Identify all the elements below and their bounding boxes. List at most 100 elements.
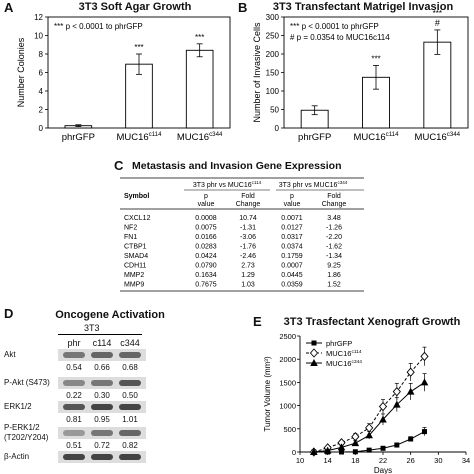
panel-b-ytick-label: 150	[266, 69, 280, 78]
densitometry-value: 0.30	[94, 391, 110, 400]
e-xtick-label: 26	[406, 456, 414, 465]
panel-a-significance-label: ***	[195, 33, 204, 42]
lane-label: phr	[67, 338, 81, 348]
table-cell: 1.29	[241, 272, 255, 279]
table-header: Fold	[241, 193, 255, 200]
panel-b-ytick-label: 0	[275, 124, 280, 133]
panel-c-letter: C	[114, 158, 124, 173]
blot-band	[63, 430, 85, 436]
table-cell: 0.0071	[281, 215, 303, 222]
e-xtick-label: 30	[434, 456, 442, 465]
table-cell-symbol: NF2	[124, 225, 137, 232]
table-header: Fold	[327, 193, 341, 200]
table-header: Change	[322, 201, 347, 208]
e-ytick-label: 500	[283, 425, 296, 434]
table-cell: 0.1759	[281, 253, 303, 260]
blot-band	[63, 454, 85, 460]
table-cell-symbol: MMP2	[124, 272, 144, 279]
panel-b-significance-note: # p = 0.0354 to MUC16c114	[290, 33, 390, 42]
table-cell: 0.0127	[281, 225, 303, 232]
blot-band	[119, 404, 141, 410]
e-data-point	[366, 447, 372, 453]
e-data-point	[380, 445, 386, 451]
blot-label: ERK1/2	[4, 402, 32, 411]
table-cell: 0.0007	[281, 263, 303, 270]
densitometry-value: 0.82	[122, 441, 138, 450]
blot-label: P-Akt (S473)	[4, 378, 50, 387]
table-cell-symbol: CTBP1	[124, 244, 147, 251]
densitometry-value: 0.22	[66, 391, 82, 400]
e-data-point	[406, 387, 415, 395]
table-cell: 2.73	[241, 263, 255, 270]
table-cell-symbol: CXCL12	[124, 215, 151, 222]
table-cell: 1.52	[327, 282, 341, 289]
e-xtick-label: 10	[296, 456, 304, 465]
table-cell: 0.7675	[195, 282, 217, 289]
table-header: p	[290, 193, 294, 200]
panel-a-ytick-label: 2	[39, 106, 44, 115]
densitometry-value: 0.51	[66, 441, 82, 450]
panel-c-title: Metastasis and Invasion Gene Expression	[132, 160, 342, 172]
table-cell: -1.31	[240, 225, 256, 232]
densitometry-value: 0.54	[66, 363, 82, 372]
table-group-header: 3T3 phr vs MUC16c344	[279, 180, 348, 189]
densitometry-value: 0.66	[94, 363, 110, 372]
panel-a-title: 3T3 Soft Agar Growth	[78, 1, 192, 13]
e-data-point	[323, 446, 332, 454]
blot-band	[91, 404, 113, 410]
panel-b-title: 3T3 Transfectant Matrigel Invasion	[272, 1, 454, 13]
table-cell: -1.76	[240, 244, 256, 251]
panel-b-ytick-label: 50	[270, 106, 279, 115]
e-data-point	[406, 367, 415, 377]
blot-band	[91, 430, 113, 436]
e-data-point	[310, 448, 318, 455]
table-cell: -2.46	[240, 253, 256, 260]
cell-line-label: 3T3	[84, 323, 100, 333]
table-cell: -3.06	[240, 234, 256, 241]
blot-band	[119, 380, 141, 386]
panel-b-significance-label: ***	[371, 54, 380, 63]
densitometry-value: 0.68	[122, 363, 138, 372]
table-cell-symbol: FN1	[124, 234, 137, 241]
panel-a-ytick-label: 12	[34, 13, 43, 22]
e-data-point	[352, 449, 358, 455]
lane-label: c114	[92, 338, 112, 348]
table-group-header: 3T3 phr vs MUC16c114	[193, 180, 262, 189]
e-legend-marker	[309, 348, 319, 358]
e-data-point	[392, 386, 401, 397]
e-data-point	[408, 436, 414, 442]
table-cell-symbol: CDH11	[124, 263, 147, 270]
table-cell: -1.34	[326, 253, 342, 260]
panel-b-ytick-label: 100	[266, 87, 280, 96]
blot-band	[119, 430, 141, 436]
e-legend-marker	[310, 359, 318, 366]
table-cell: -1.26	[326, 225, 342, 232]
table-cell: 0.0008	[195, 215, 217, 222]
blot-band	[119, 454, 141, 460]
blot-band	[119, 352, 141, 358]
table-cell: -2.20	[326, 234, 342, 241]
table-cell: 0.0359	[281, 282, 303, 289]
e-ytick-label: 2000	[279, 355, 296, 364]
table-cell-symbol: MMP9	[124, 282, 144, 289]
table-cell: -1.62	[326, 244, 342, 251]
e-legend-marker	[311, 340, 317, 346]
e-xtick-label: 22	[379, 456, 387, 465]
panel-a-x-category-label: MUC16c114	[116, 131, 162, 143]
e-data-point	[378, 401, 388, 412]
e-xtick-label: 34	[462, 456, 470, 465]
densitometry-value: 0.95	[94, 415, 110, 424]
cell-line-bracket	[58, 334, 142, 335]
e-data-point	[339, 449, 344, 455]
blot-label: P-ERK1/2	[4, 423, 40, 432]
e-ytick-label: 1500	[279, 378, 296, 387]
panel-e-title: 3T3 Trasfectant Xenograft Growth	[283, 316, 461, 328]
e-ytick-label: 1000	[279, 402, 296, 411]
e-legend-label: phrGFP	[326, 339, 352, 348]
table-cell: 0.0166	[195, 234, 217, 241]
panel-b-ytick-label: 200	[266, 50, 280, 59]
panel-a-ytick-label: 6	[39, 69, 44, 78]
